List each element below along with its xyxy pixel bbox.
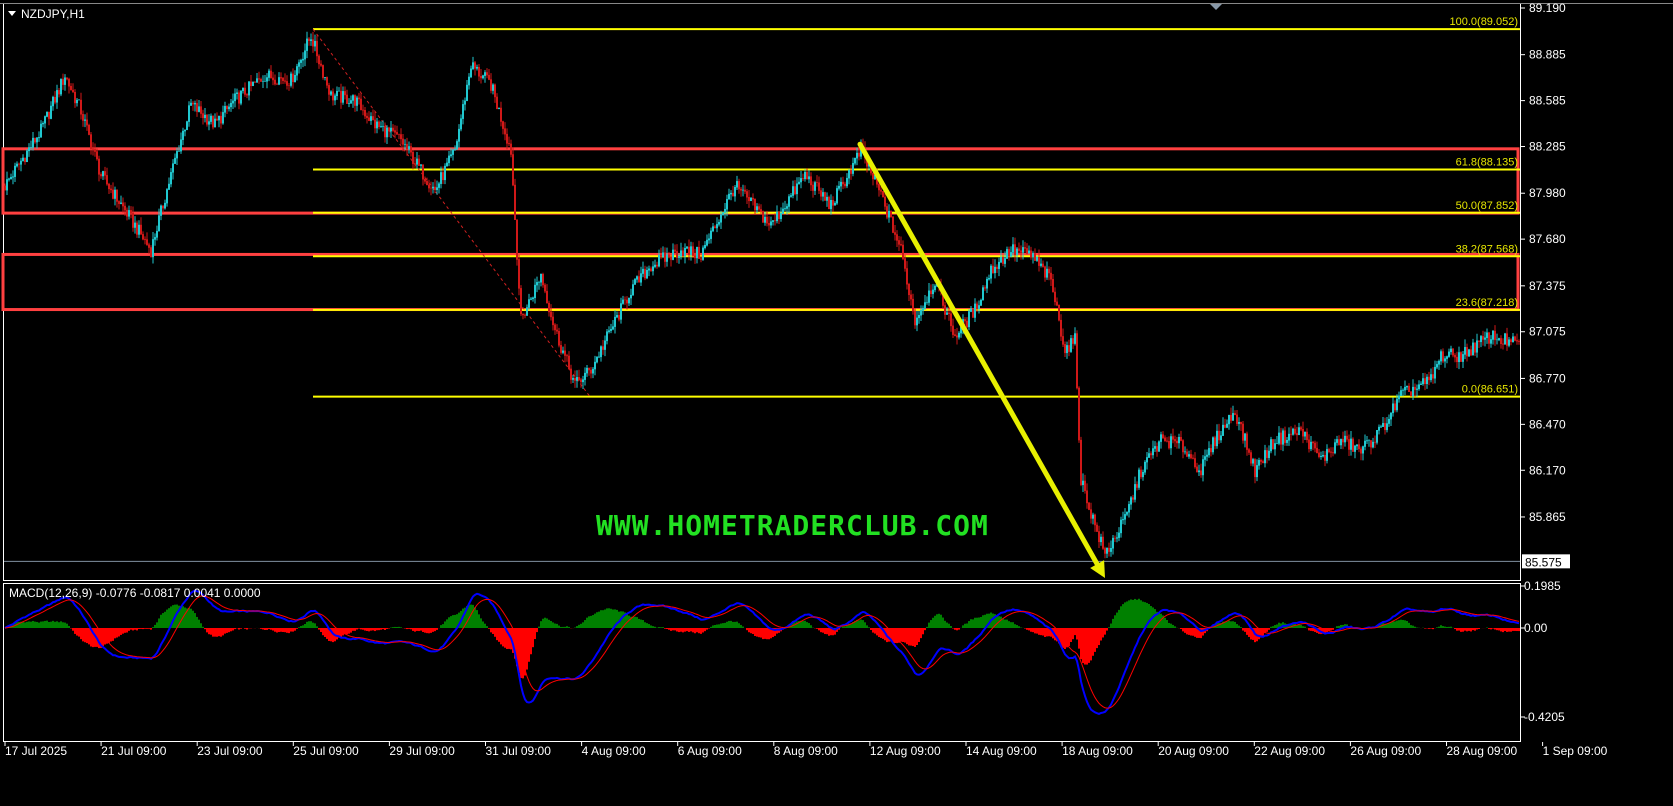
macd-axis-label: 0.00 [1524, 621, 1548, 635]
time-label: 26 Aug 09:00 [1350, 744, 1421, 758]
fib-level-label: 0.0(86.651) [1462, 384, 1518, 396]
time-label: 23 Jul 09:00 [197, 744, 263, 758]
fib-level-label: 23.6(87.218) [1456, 297, 1518, 309]
macd-signal-line [4, 595, 1520, 709]
current-price-box [1522, 554, 1570, 569]
price-label: 87.075 [1529, 325, 1566, 339]
price-label: 88.585 [1529, 94, 1566, 108]
fib-level-label: 38.2(87.568) [1456, 243, 1518, 255]
price-label: 88.285 [1529, 140, 1566, 154]
macd-layer [4, 589, 1520, 715]
time-label: 31 Jul 09:00 [486, 744, 552, 758]
price-label: 86.770 [1529, 371, 1566, 385]
time-axis[interactable]: 17 Jul 2025 21 Jul 09:00 23 Jul 09:00 25 Ju… [4, 742, 1608, 758]
price-label: 86.170 [1529, 463, 1566, 477]
macd-axis-label: -0.4205 [1524, 710, 1565, 724]
time-label: 20 Aug 09:00 [1158, 744, 1229, 758]
time-label: 1 Sep 09:00 [1543, 744, 1608, 758]
watermark: WWW.HOMETRADERCLUB.COM [596, 509, 989, 542]
time-label: 29 Jul 09:00 [389, 744, 455, 758]
fib-level-label: 100.0(89.052) [1450, 16, 1519, 28]
time-label: 25 Jul 09:00 [293, 744, 359, 758]
fib-level-label: 61.8(88.135) [1456, 156, 1518, 168]
trend-arrow[interactable] [857, 141, 1100, 567]
price-axis[interactable]: 89.190 88.885 88.585 88.285 87.980 87.680 87.3… [1521, 1, 1570, 569]
fibonacci-layer[interactable]: 100.0(89.052) 61.8(88.135) 50.0(87.852) 38.… [312, 16, 1520, 398]
time-label: 21 Jul 09:00 [101, 744, 167, 758]
triangle-down-icon[interactable] [8, 11, 16, 16]
scroll-marker-icon[interactable] [1210, 4, 1222, 10]
fib-trendline [312, 28, 591, 397]
price-label: 87.375 [1529, 279, 1566, 293]
macd-title: MACD(12,26,9) -0.0776 -0.0817 0.0041 0.0… [9, 586, 261, 600]
price-label: 86.470 [1529, 417, 1566, 431]
current-price-label: 85.575 [1525, 555, 1562, 569]
time-label: 4 Aug 09:00 [582, 744, 646, 758]
price-label: 88.885 [1529, 48, 1566, 62]
price-label: 85.865 [1529, 510, 1566, 524]
price-label: 87.980 [1529, 186, 1566, 200]
macd-axis-label: 0.1985 [1524, 579, 1561, 593]
time-label: 12 Aug 09:00 [870, 744, 941, 758]
time-label: 17 Jul 2025 [5, 744, 67, 758]
trend-arrow-head [1090, 560, 1105, 578]
macd-panel-frame [3, 583, 1521, 742]
fib-level-label: 50.0(87.852) [1456, 200, 1518, 212]
candles-layer [4, 31, 1520, 559]
time-label: 18 Aug 09:00 [1062, 744, 1133, 758]
time-label: 14 Aug 09:00 [966, 744, 1037, 758]
time-label: 22 Aug 09:00 [1254, 744, 1325, 758]
symbol-label: NZDJPY,H1 [21, 7, 85, 21]
price-label: 89.190 [1529, 1, 1566, 15]
macd-axis: 0.1985 0.00 -0.4205 [1521, 579, 1565, 724]
price-label: 87.680 [1529, 232, 1566, 246]
time-label: 28 Aug 09:00 [1447, 744, 1518, 758]
time-label: 6 Aug 09:00 [678, 744, 742, 758]
time-label: 8 Aug 09:00 [774, 744, 838, 758]
